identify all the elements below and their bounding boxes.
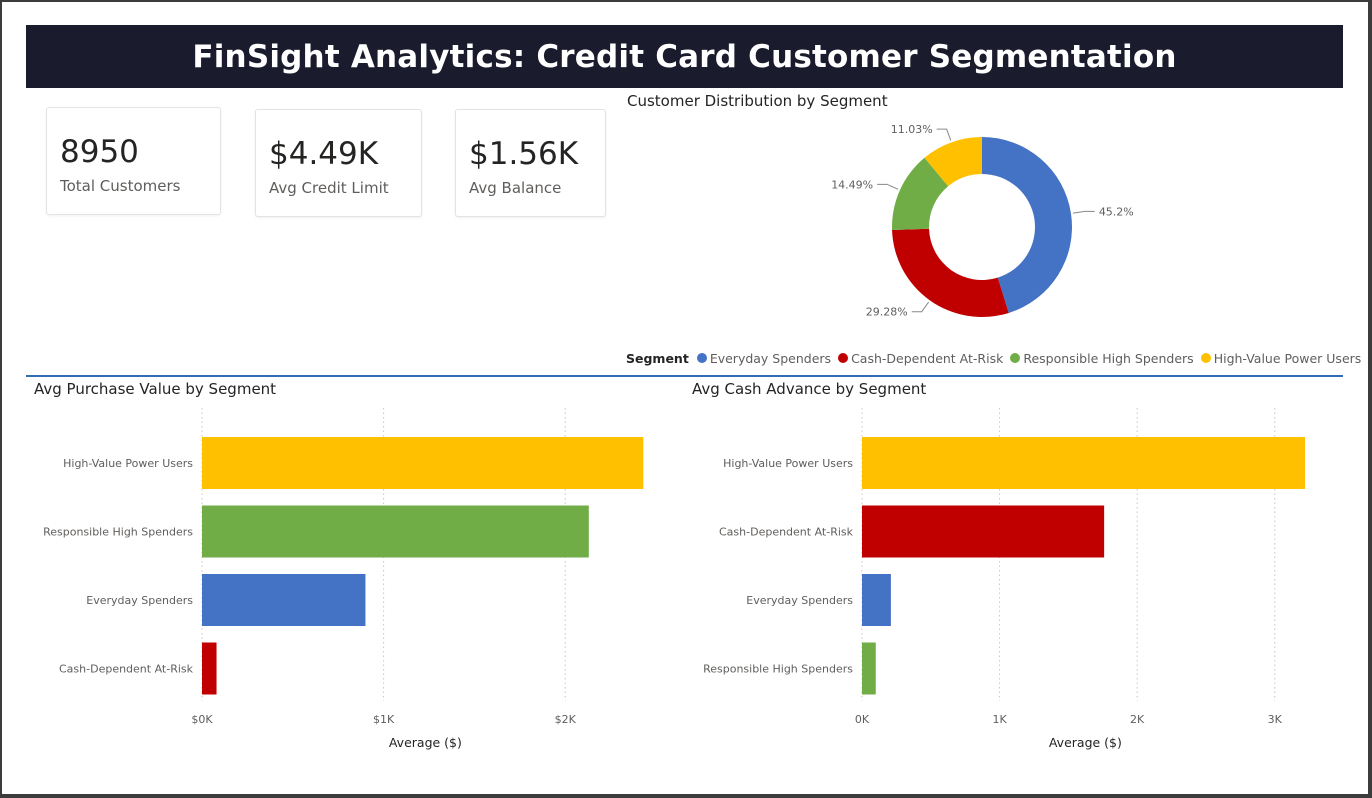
legend-label: Everyday Spenders: [709, 350, 832, 366]
donut-leader-line: [936, 128, 952, 141]
legend-item-everyday-spenders[interactable]: Everyday Spenders: [696, 350, 832, 366]
bar-high-value-power-users[interactable]: [202, 437, 644, 489]
donut-data-label: 11.03%: [891, 123, 933, 136]
report-title: FinSight Analytics: Credit Card Customer…: [192, 38, 1177, 75]
legend-label: Responsible High Spenders: [1023, 350, 1194, 366]
x-tick-label: 1K: [992, 713, 1007, 726]
donut-data-label: 29.28%: [866, 306, 908, 319]
donut-legend: Segment Everyday Spenders Cash-Dependent…: [626, 349, 1368, 367]
bar-everyday-spenders[interactable]: [862, 574, 891, 626]
y-category-label: Everyday Spenders: [746, 594, 853, 607]
legend-dot-icon: [1200, 353, 1211, 363]
donut-data-label: 14.49%: [831, 178, 873, 191]
donut-data-label: 45.2%: [1099, 205, 1134, 218]
section-divider: [26, 375, 1343, 377]
y-category-label: Responsible High Spenders: [43, 526, 193, 539]
legend-item-responsible-high-spenders[interactable]: Responsible High Spenders: [1010, 350, 1194, 366]
kpi-value: 8950: [60, 134, 139, 170]
x-axis-title: Average ($): [389, 735, 462, 750]
donut-slice-responsible-high-spenders[interactable]: [892, 157, 949, 230]
legend-label: Cash-Dependent At-Risk: [851, 350, 1004, 366]
bar-cash-dependent-at-risk[interactable]: [862, 505, 1105, 558]
x-tick-label: $1K: [373, 713, 395, 726]
kpi-value: $4.49K: [269, 136, 379, 172]
donut-slice-high-value-power-users[interactable]: [924, 137, 982, 187]
kpi-card-avg-credit-limit[interactable]: $4.49K Avg Credit Limit: [255, 109, 422, 217]
kpi-label: Total Customers: [60, 177, 181, 195]
x-tick-label: $0K: [191, 713, 213, 726]
donut-chart-title: Customer Distribution by Segment: [627, 92, 888, 110]
cash-chart-title: Avg Cash Advance by Segment: [692, 380, 927, 398]
donut-chart[interactable]: 45.2% 29.28% 14.49% 11.03%: [800, 110, 1160, 340]
bar-responsible-high-spenders[interactable]: [202, 505, 589, 558]
y-category-label: High-Value Power Users: [63, 457, 193, 470]
y-category-label: Cash-Dependent At-Risk: [59, 663, 194, 676]
x-tick-label: 0K: [855, 713, 870, 726]
report-header: FinSight Analytics: Credit Card Customer…: [26, 25, 1343, 88]
legend-dot-icon: [1010, 353, 1021, 363]
bar-cash-dependent-at-risk[interactable]: [202, 642, 217, 695]
donut-slice-everyday-spenders[interactable]: [982, 137, 1072, 313]
legend-title: Segment: [626, 350, 689, 366]
kpi-value: $1.56K: [469, 136, 579, 172]
legend-label: High-Value Power Users: [1213, 350, 1362, 366]
purchase-chart-title: Avg Purchase Value by Segment: [34, 380, 277, 398]
donut-leader-line: [877, 183, 899, 190]
kpi-label: Avg Credit Limit: [269, 179, 389, 197]
bar-responsible-high-spenders[interactable]: [862, 642, 876, 695]
x-tick-label: 3K: [1268, 713, 1283, 726]
cash-bar-chart[interactable]: 0K 1K 2K 3K High-Value Power Users Cash-Depen…: [686, 400, 1336, 770]
y-category-label: Everyday Spenders: [86, 594, 193, 607]
bar-high-value-power-users[interactable]: [862, 437, 1305, 489]
y-category-label: High-Value Power Users: [723, 457, 853, 470]
kpi-label: Avg Balance: [469, 179, 562, 197]
legend-item-high-value-power-users[interactable]: High-Value Power Users: [1200, 350, 1362, 366]
y-category-label: Cash-Dependent At-Risk: [719, 526, 854, 539]
kpi-card-total-customers[interactable]: 8950 Total Customers: [46, 107, 221, 215]
donut-leader-line: [911, 301, 930, 313]
x-tick-label: 2K: [1130, 713, 1145, 726]
x-tick-label: $2K: [555, 713, 577, 726]
y-category-label: Responsible High Spenders: [703, 663, 853, 676]
donut-leader-line: [1072, 210, 1095, 214]
donut-slice-cash-dependent-at-risk[interactable]: [892, 228, 1009, 317]
legend-item-cash-dependent-at-risk[interactable]: Cash-Dependent At-Risk: [838, 351, 1003, 366]
x-axis-title: Average ($): [1049, 735, 1122, 750]
legend-dot-icon: [696, 353, 707, 363]
bar-everyday-spenders[interactable]: [202, 574, 366, 626]
purchase-bar-chart[interactable]: $0K $1K $2K High-Value Power Users Responsib…: [26, 400, 676, 770]
legend-dot-icon: [838, 353, 849, 363]
kpi-card-avg-balance[interactable]: $1.56K Avg Balance: [455, 109, 606, 217]
